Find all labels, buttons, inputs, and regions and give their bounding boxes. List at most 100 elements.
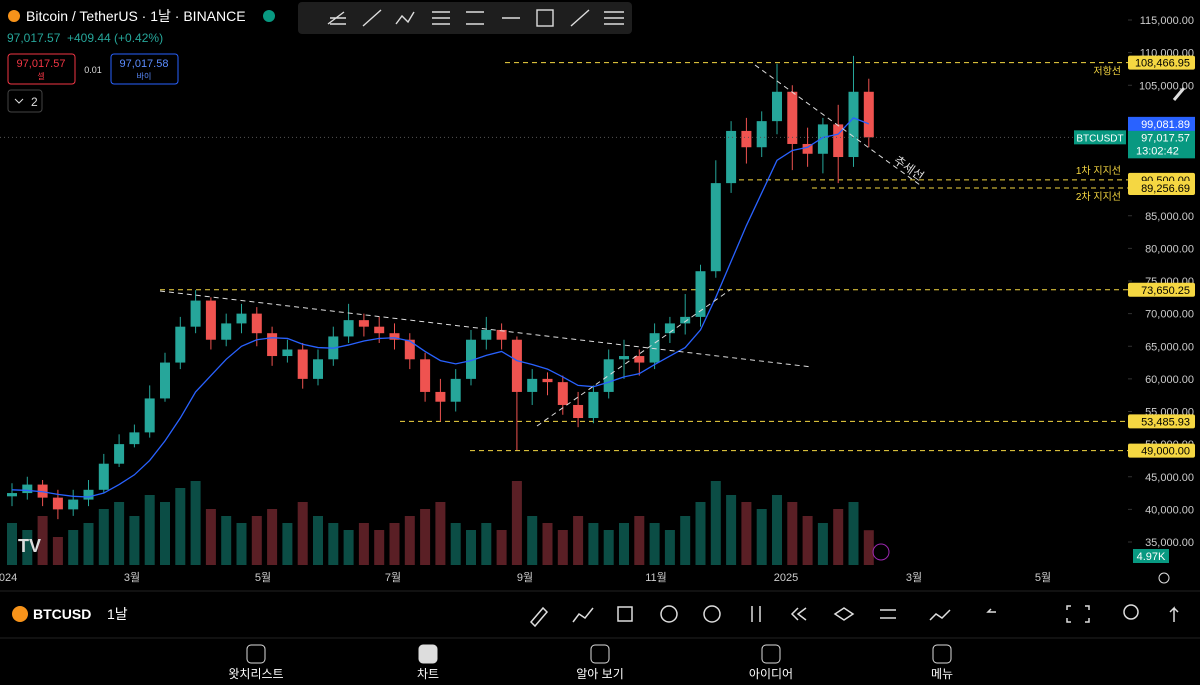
toolbar-symbol[interactable]: BTCUSD: [33, 606, 91, 622]
volume-bar: [297, 502, 308, 565]
volume-bar: [267, 509, 278, 565]
candle-body: [404, 339, 415, 360]
candle-body: [435, 391, 446, 402]
candle-body: [573, 404, 584, 419]
candle-body: [557, 382, 568, 405]
candle-body: [772, 91, 782, 122]
volume-bar: [313, 516, 323, 565]
buy-button[interactable]: [110, 53, 179, 85]
candle-body: [221, 323, 232, 340]
candle-body: [313, 359, 323, 379]
y-tick-label: 65,000.00: [1145, 341, 1194, 353]
nav-icon[interactable]: [246, 644, 266, 664]
volume-bar: [787, 502, 798, 565]
candle-body: [98, 463, 109, 490]
volume-bar: [68, 530, 79, 565]
candle-body: [374, 326, 385, 334]
y-tick-label: 105,000.00: [1139, 80, 1194, 92]
settings-icon[interactable]: [1158, 572, 1170, 584]
volume-bar: [83, 523, 94, 565]
candle-body: [833, 124, 844, 158]
x-tick-label: 2025: [774, 572, 798, 584]
buy-label: 바이: [137, 71, 152, 81]
volume-bar: [389, 523, 400, 565]
candle-body: [297, 349, 308, 379]
x-tick-label: 11월: [645, 571, 667, 584]
ma-label: 99,081.89: [1141, 119, 1190, 131]
candle-body: [527, 378, 538, 392]
y-tick-label: 45,000.00: [1145, 472, 1194, 484]
volume-bar: [802, 516, 813, 565]
candle-body: [358, 320, 369, 327]
status-dot: [263, 10, 275, 22]
price-label: 49,000.00: [1141, 446, 1190, 458]
candle-body: [129, 432, 140, 445]
sell-button[interactable]: [7, 53, 76, 85]
x-tick-label: 3월: [906, 571, 922, 584]
volume-bar: [726, 495, 737, 565]
chart: 115,000.00110,000.00105,000.0085,000.008…: [0, 15, 1195, 584]
volume-box: [1133, 549, 1169, 563]
candle-body: [190, 300, 201, 327]
price-note: 2차 지지선: [1076, 191, 1121, 203]
volume-bar: [649, 523, 660, 565]
candle-body: [802, 143, 813, 154]
drawing-tools[interactable]: [327, 9, 624, 27]
bottom-nav: 왓치리스트 차트 알아 보기 아이디어 메뉴: [228, 644, 953, 681]
candle-body: [144, 398, 155, 433]
y-tick-label: 80,000.00: [1145, 243, 1194, 255]
candle-body: [588, 391, 599, 419]
nav-icon[interactable]: [932, 644, 952, 664]
nav-icon[interactable]: [590, 644, 610, 664]
nav-label[interactable]: 왓치리스트: [228, 667, 283, 681]
candle-body: [205, 300, 216, 340]
x-tick-label: 9월: [517, 571, 533, 584]
buy-price: 97,017.58: [120, 58, 169, 70]
nav-label[interactable]: 알아 보기: [576, 667, 624, 681]
candle-body: [649, 333, 660, 363]
candle-body: [619, 356, 629, 360]
x-tick-label: 5월: [1035, 571, 1051, 584]
chevron: [14, 98, 24, 104]
pencil-icon[interactable]: [1172, 87, 1186, 101]
candle-body: [236, 313, 247, 324]
y-tick-label: 85,000.00: [1145, 211, 1194, 223]
candle-body: [710, 183, 721, 272]
ma-box: [1128, 116, 1195, 131]
candle-body: [634, 356, 645, 363]
volume-bar: [450, 523, 461, 565]
volume-bar: [435, 502, 446, 565]
volume-bar: [129, 516, 140, 565]
volume-bar: [710, 481, 721, 565]
change: +409.44 (+0.42%): [67, 31, 163, 45]
price-label-box: [1128, 180, 1195, 195]
nav-label[interactable]: 아이디어: [749, 667, 793, 681]
alert-icon[interactable]: [872, 543, 890, 561]
candle-body: [496, 329, 507, 340]
volume-bar: [511, 481, 522, 565]
toolbar-interval[interactable]: 1날: [107, 606, 128, 622]
volume-bar: [236, 523, 247, 565]
nav-icon[interactable]: [418, 644, 438, 664]
volume-bar: [205, 509, 216, 565]
symbol-title[interactable]: Bitcoin / TetherUS · 1날 · BINANCE: [26, 8, 246, 24]
price-label-box: [1128, 443, 1195, 458]
price-label: 53,485.93: [1141, 416, 1190, 428]
nav-label[interactable]: 차트: [417, 667, 439, 681]
volume-bar: [756, 509, 767, 565]
nav-label[interactable]: 메뉴: [931, 667, 953, 681]
y-tick-label: 40,000.00: [1145, 504, 1194, 516]
volume-bar: [527, 516, 538, 565]
candle-body: [343, 320, 354, 337]
toolbar-icons[interactable]: [529, 604, 1179, 628]
candle-body: [787, 91, 798, 144]
candle-body: [680, 316, 691, 324]
collapse-button[interactable]: [7, 89, 43, 113]
price-label-box: [1128, 414, 1195, 429]
candle-body: [542, 378, 553, 383]
nav-icon[interactable]: [761, 644, 781, 664]
volume-bar: [221, 516, 232, 565]
volume-label: 4.97K: [1137, 551, 1166, 563]
volume-bar: [619, 523, 629, 565]
coin-icon: [12, 606, 28, 622]
